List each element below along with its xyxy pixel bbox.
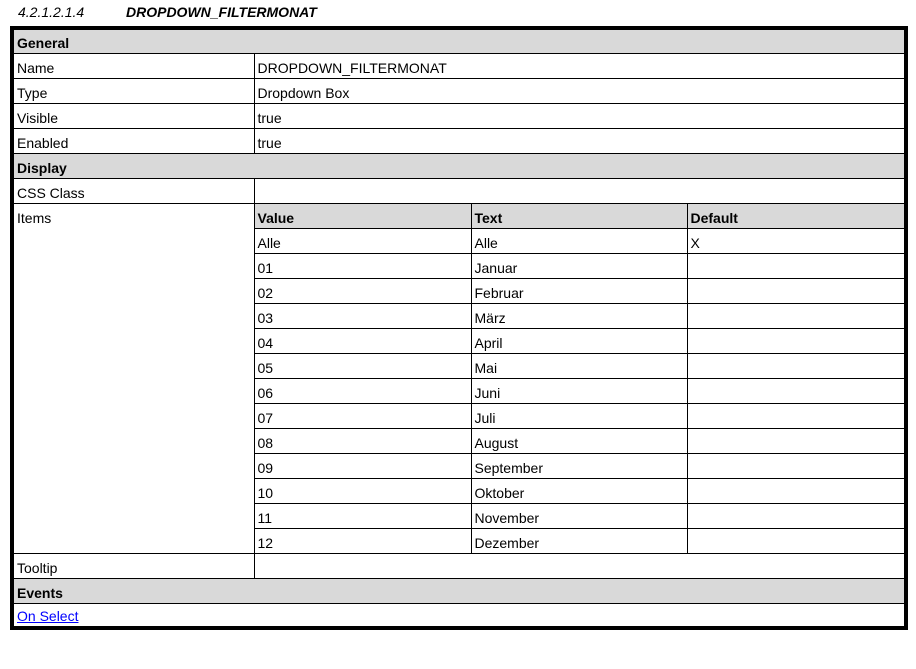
item-default: [686, 327, 907, 354]
item-default: X: [686, 227, 907, 254]
item-text: Juli: [470, 402, 688, 429]
property-value: Dropdown Box: [253, 77, 907, 104]
table-row: Enabled true: [11, 127, 907, 154]
item-value: 04: [253, 327, 472, 354]
item-text: September: [470, 452, 688, 479]
event-cell: On Select: [11, 602, 907, 629]
property-value: DROPDOWN_FILTERMONAT: [253, 52, 907, 79]
item-value: 01: [253, 252, 472, 279]
item-default: [686, 502, 907, 529]
item-text: November: [470, 502, 688, 529]
list-item: 11 November: [12, 502, 907, 529]
item-text: Dezember: [470, 527, 688, 554]
item-text: März: [470, 302, 688, 329]
table-row: Type Dropdown Box: [11, 77, 907, 104]
item-default: [686, 302, 907, 329]
list-item: 09 September: [12, 452, 907, 479]
item-default: [686, 477, 907, 504]
item-default: [686, 527, 907, 554]
section-row: Events: [11, 577, 907, 604]
property-label: Enabled: [11, 127, 255, 154]
item-value: 06: [253, 377, 472, 404]
item-value: Alle: [253, 227, 472, 254]
item-default: [686, 377, 907, 404]
item-default: [686, 252, 907, 279]
column-header: Text: [470, 202, 688, 229]
property-value: [253, 177, 907, 204]
section-title: DROPDOWN_FILTERMONAT: [126, 4, 317, 20]
list-item: 07 Juli: [12, 402, 907, 429]
item-text: April: [470, 327, 688, 354]
item-text: Alle: [470, 227, 688, 254]
property-value: [253, 552, 907, 579]
item-value: 12: [253, 527, 472, 554]
property-label: Tooltip: [11, 552, 255, 579]
item-value: 07: [253, 402, 472, 429]
property-label: Type: [11, 77, 255, 104]
properties-table: General Name DROPDOWN_FILTERMONAT Type Drop…: [10, 26, 908, 630]
table-row: Tooltip: [11, 552, 907, 579]
item-text: Mai: [470, 352, 688, 379]
list-item: 02 Februar: [12, 277, 907, 304]
property-label: Items: [11, 202, 255, 554]
table-row: On Select: [11, 602, 907, 629]
property-label: Name: [11, 52, 255, 79]
property-value: true: [253, 127, 907, 154]
list-item: Alle Alle X: [12, 227, 907, 254]
section-events: Events: [11, 577, 907, 604]
section-row: Display: [11, 152, 907, 179]
item-default: [686, 427, 907, 454]
property-label: CSS Class: [11, 177, 255, 204]
property-value: true: [253, 102, 907, 129]
item-value: 09: [253, 452, 472, 479]
item-default: [686, 352, 907, 379]
list-item: 06 Juni: [12, 377, 907, 404]
item-default: [686, 402, 907, 429]
section-heading: 4.2.1.2.1.4 DROPDOWN_FILTERMONAT: [18, 4, 317, 20]
column-header: Default: [686, 202, 907, 229]
table-row: Name DROPDOWN_FILTERMONAT: [11, 52, 907, 79]
items-header-row: Items Value Text Default: [11, 202, 907, 554]
item-value: 03: [253, 302, 472, 329]
item-value: 02: [253, 277, 472, 304]
item-value: 10: [253, 477, 472, 504]
item-text: Januar: [470, 252, 688, 279]
section-number: 4.2.1.2.1.4: [18, 4, 85, 20]
item-text: Juni: [470, 377, 688, 404]
item-value: 08: [253, 427, 472, 454]
on-select-link[interactable]: On Select: [17, 608, 79, 624]
item-value: 05: [253, 352, 472, 379]
section-display: Display: [11, 152, 907, 179]
item-default: [686, 277, 907, 304]
item-text: Februar: [470, 277, 688, 304]
item-default: [686, 452, 907, 479]
table-row: CSS Class: [11, 177, 907, 204]
table-row: Visible true: [11, 102, 907, 129]
column-header: Value: [253, 202, 472, 229]
section-general: General: [11, 27, 907, 54]
item-text: August: [470, 427, 688, 454]
item-value: 11: [253, 502, 472, 529]
list-item: 12 Dezember: [12, 527, 907, 554]
item-text: Oktober: [470, 477, 688, 504]
list-item: 03 März: [12, 302, 907, 329]
property-label: Visible: [11, 102, 255, 129]
